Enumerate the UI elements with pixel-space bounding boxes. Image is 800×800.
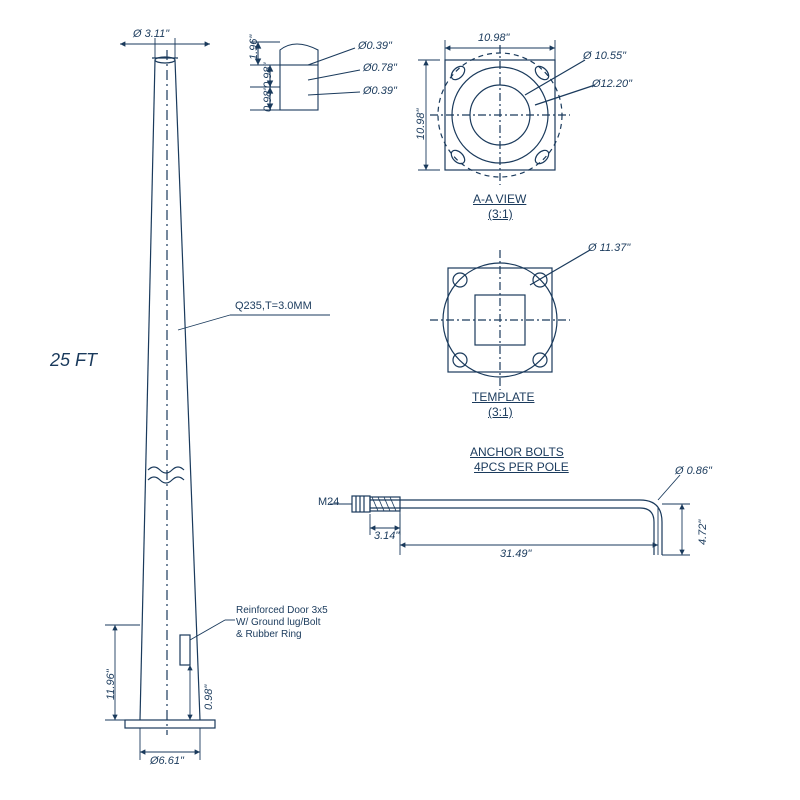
- door-note: Reinforced Door 3x5 W/ Ground lug/Bolt &…: [236, 605, 328, 641]
- tc-d3: Ø0.39": [363, 85, 397, 97]
- aa-h: 10.98": [415, 109, 427, 140]
- pole-elevation: [125, 50, 215, 735]
- aa-view: [430, 45, 595, 185]
- tc-d2: Ø0.78": [363, 62, 397, 74]
- tc-h2: 0.98": [262, 63, 274, 88]
- aa-d1: Ø 10.55": [583, 50, 626, 62]
- tc-h3: 0.98": [262, 87, 274, 112]
- dim-door-off: 0.98": [203, 685, 215, 710]
- anchor-nutw: 3.14": [374, 530, 399, 542]
- anchor-dia: Ø 0.86": [675, 465, 712, 477]
- engineering-drawing: [0, 0, 800, 800]
- aa-w: 10.98": [478, 32, 509, 44]
- dim-top-dia: Ø 3.11": [133, 28, 169, 40]
- aa-scale: (3:1): [488, 207, 513, 221]
- dim-base-h: 11.96": [105, 669, 117, 700]
- anchor-title: ANCHOR BOLTS: [470, 445, 564, 459]
- pole-material: Q235,T=3.0MM: [235, 300, 312, 312]
- tpl-d: Ø 11.37": [588, 242, 630, 254]
- dim-bottom-dia: Ø6.61": [150, 755, 184, 767]
- anchor-thread: M24: [318, 496, 339, 508]
- anchor-bolt: [330, 475, 690, 555]
- aa-title: A-A VIEW: [473, 192, 526, 206]
- tc-d1: Ø0.39": [358, 40, 392, 52]
- pole-height: 25 FT: [50, 350, 97, 371]
- tpl-scale: (3:1): [488, 405, 513, 419]
- template-view: [430, 250, 590, 390]
- tpl-title: TEMPLATE: [472, 390, 534, 404]
- anchor-sub: 4PCS PER POLE: [474, 460, 569, 474]
- anchor-len: 31.49": [500, 548, 531, 560]
- anchor-hook: 4.72": [697, 520, 709, 545]
- aa-d2: Ø12.20": [592, 78, 632, 90]
- tc-h1: 1.96": [248, 35, 260, 60]
